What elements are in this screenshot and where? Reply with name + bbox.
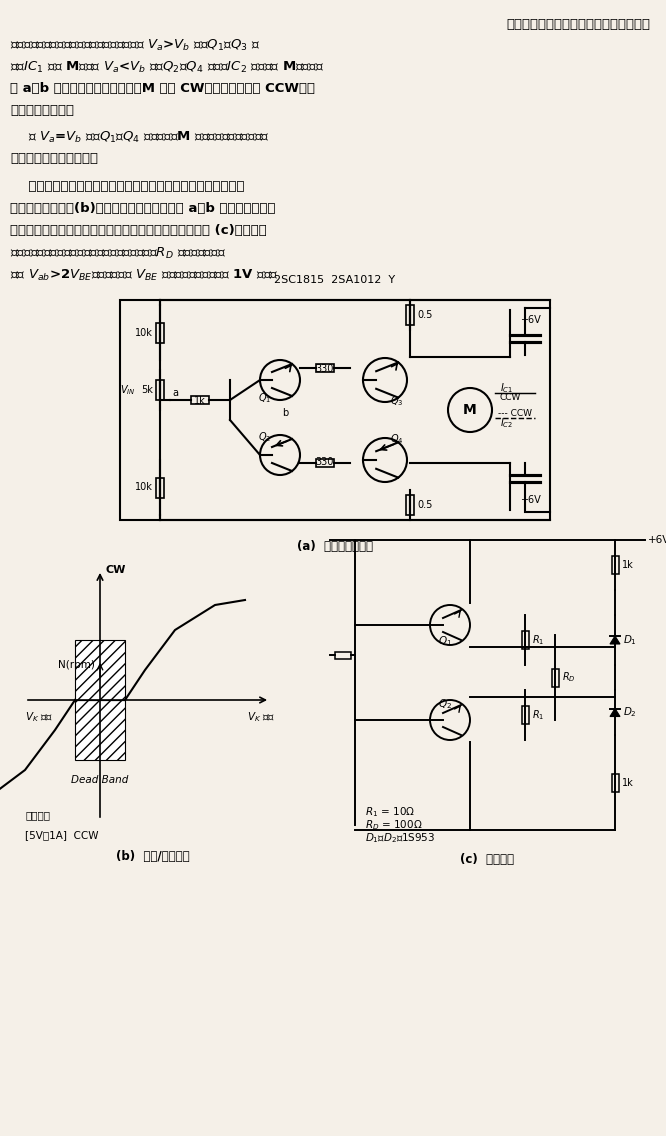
Text: $I_{C2}$: $I_{C2}$	[500, 416, 513, 429]
Text: 与 a、b 间电位差的大小相对应，M 或向 CW（顺时针）或向 CCW（反: 与 a、b 间电位差的大小相对应，M 或向 CW（顺时针）或向 CCW（反	[10, 82, 315, 95]
Text: +6V: +6V	[648, 535, 666, 545]
Text: +6V: +6V	[520, 495, 541, 506]
Text: 1k: 1k	[194, 396, 206, 406]
Bar	[191, 396, 209, 404]
Text: 330: 330	[316, 457, 334, 467]
Text: 当 $V_a$=$V_b$ 时，$Q_1$～$Q_4$ 全部截止，M 中无电流流过，若没有制: 当 $V_a$=$V_b$ 时，$Q_1$～$Q_4$ 全部截止，M 中无电流流…	[10, 130, 270, 145]
Bar	[551, 668, 559, 686]
Text: $R_1$ = 10Ω: $R_1$ = 10Ω	[365, 805, 415, 819]
Text: $R_D$ = 100Ω: $R_D$ = 100Ω	[365, 818, 423, 832]
Bar	[156, 323, 164, 342]
Bar	[120, 300, 550, 520]
Text: $D_1$，$D_2$：1S953: $D_1$，$D_2$：1S953	[365, 832, 436, 845]
Text: $R_1$: $R_1$	[531, 708, 544, 721]
Text: $D_2$: $D_2$	[623, 705, 637, 719]
Bar	[156, 477, 164, 498]
Text: 使电机启动而产生的死区。这样，需设置补偿电路，如图 (c)所示。由: 使电机启动而产生的死区。这样，需设置补偿电路，如图 (c)所示。由	[10, 224, 267, 237]
Text: 1k: 1k	[621, 560, 633, 570]
Text: 动，电机不会立即停转。: 动，电机不会立即停转。	[10, 152, 98, 165]
Text: 通，$IC_1$ 流过 M；反之 $V_a$<$V_b$ 时，$Q_2$、$Q_4$ 导通，$IC_2$ 反向流过 M，总之，: 通，$IC_1$ 流过 M；反之 $V_a$<$V_b$ 时，$Q_2$、$Q_…	[10, 60, 324, 75]
Text: 三个电阻和二个二极管组成，为使死区减到最小，$R_D$ 越大越好，但不: 三个电阻和二个二极管组成，为使死区减到最小，$R_D$ 越大越好，但不	[10, 247, 226, 261]
Text: M: M	[463, 403, 477, 417]
Text: $Q_4$: $Q_4$	[390, 432, 404, 445]
Text: Dead Band: Dead Band	[71, 775, 129, 785]
Text: 能使 $V_{ab}$>2$V_{BE}$，并且考虑到 $V_{BE}$ 受温度影响，应使其在 1V 以下。: 能使 $V_{ab}$>2$V_{BE}$，并且考虑到 $V_{BE}$ 受温度…	[10, 268, 279, 283]
Text: 0.5: 0.5	[417, 310, 432, 320]
Polygon shape	[610, 709, 620, 717]
Bar	[316, 459, 334, 467]
Text: $V_{IN}$: $V_{IN}$	[120, 383, 136, 396]
Text: $D_1$: $D_1$	[623, 633, 637, 646]
Bar	[156, 381, 164, 400]
Text: CW: CW	[105, 565, 125, 575]
Text: [5V，1A]  CCW: [5V，1A] CCW	[25, 830, 99, 840]
Circle shape	[363, 358, 407, 402]
Text: +6V: +6V	[520, 315, 541, 325]
Text: 0.5: 0.5	[417, 500, 432, 510]
Text: 性，产生一个如图(b)所示的死区，也就是由于 a、b 间电位差不足以: 性，产生一个如图(b)所示的死区，也就是由于 a、b 间电位差不足以	[10, 202, 276, 215]
Text: $Q_1$: $Q_1$	[438, 634, 452, 648]
Text: $Q_3$: $Q_3$	[390, 394, 404, 408]
Text: b: b	[282, 408, 288, 418]
Text: 1k: 1k	[621, 777, 633, 787]
Circle shape	[363, 438, 407, 482]
Text: (a)  电机正反转电路: (a) 电机正反转电路	[297, 540, 373, 553]
Bar	[75, 700, 125, 760]
Text: $R_D$: $R_D$	[561, 670, 575, 684]
Text: 330: 330	[316, 364, 334, 374]
Text: $R_1$: $R_1$	[531, 633, 544, 646]
Circle shape	[430, 700, 470, 740]
Bar	[521, 705, 529, 724]
Text: 10k: 10k	[135, 483, 153, 493]
Text: 的晶体管及与它们分别相接的功率晶体管。当 $V_a$>$V_b$ 时，$Q_1$、$Q_3$ 导: 的晶体管及与它们分别相接的功率晶体管。当 $V_a$>$V_b$ 时，$Q_1$…	[10, 37, 260, 53]
Bar	[316, 364, 334, 371]
Text: a: a	[172, 389, 178, 398]
Text: --- CCW: --- CCW	[498, 409, 532, 418]
Text: (b)  电压/速度死区: (b) 电压/速度死区	[116, 850, 189, 863]
Text: 5k: 5k	[141, 385, 153, 395]
Bar	[406, 304, 414, 325]
Bar	[611, 556, 619, 574]
Text: 使用电机: 使用电机	[25, 810, 50, 820]
Text: 2SC1815  2SA1012  Y: 2SC1815 2SA1012 Y	[274, 275, 396, 285]
Text: 时针）方向旋转。: 时针）方向旋转。	[10, 105, 74, 117]
Text: $V_K$ 升高: $V_K$ 升高	[247, 710, 275, 724]
Text: $Q_1$: $Q_1$	[258, 391, 272, 406]
Text: $I_{C1}$: $I_{C1}$	[500, 381, 513, 395]
Polygon shape	[610, 636, 620, 644]
Bar	[75, 640, 125, 700]
Text: 图中，与两个电源相对应的是两个差动型: 图中，与两个电源相对应的是两个差动型	[506, 18, 650, 31]
Text: N(rpm): N(rpm)	[58, 660, 95, 670]
Text: $Q_2$: $Q_2$	[258, 431, 272, 444]
Text: 由于电路输入部分的门槛电压较大，所以影响到电机的转速特: 由于电路输入部分的门槛电压较大，所以影响到电机的转速特	[10, 179, 244, 193]
Circle shape	[260, 435, 300, 475]
Bar	[334, 652, 350, 659]
Text: $V_K$ 降低: $V_K$ 降低	[25, 710, 53, 724]
Circle shape	[448, 389, 492, 432]
Text: 10k: 10k	[135, 327, 153, 337]
Text: (c)  补偿电路: (c) 补偿电路	[460, 853, 515, 866]
Bar	[611, 774, 619, 792]
Bar	[521, 630, 529, 649]
Circle shape	[430, 605, 470, 645]
Text: CCW: CCW	[500, 393, 521, 401]
Bar	[406, 495, 414, 515]
Text: $Q_2$: $Q_2$	[438, 698, 452, 711]
Circle shape	[260, 360, 300, 400]
